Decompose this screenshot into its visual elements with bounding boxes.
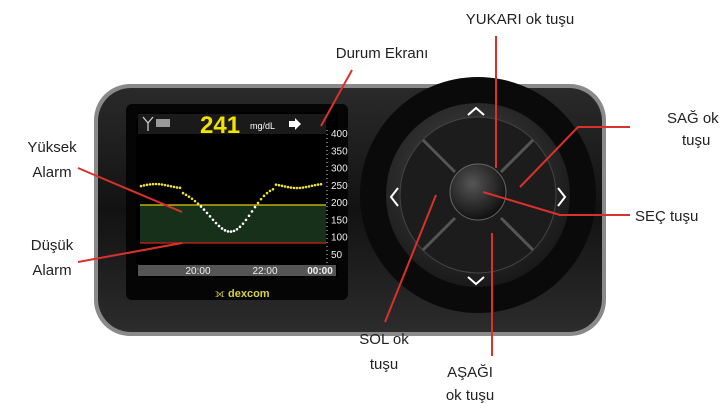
trend-dot [254,206,257,209]
scale-label: 200 [331,198,348,209]
trend-dot [185,194,188,197]
glucose-reading: 241 [200,112,240,139]
trend-dot [218,225,221,228]
scale-label: 250 [331,181,348,192]
trend-dot [239,226,242,229]
trend-dot [281,185,284,188]
scale-label: 50 [331,250,343,261]
trend-dot [284,185,287,188]
trend-dot [305,186,308,189]
trend-dot [290,186,293,189]
trend-dot [230,230,233,233]
diagram: 241 mg/dL 20:00 22:00 00:00 400 350 300 250… [0,0,725,411]
trend-dot [299,187,302,190]
trend-dot [248,214,251,217]
label: SOL ok [359,331,409,348]
trend-dot [152,183,155,186]
trend-dot [272,188,275,191]
trend-dot [227,230,230,233]
trend-dot [317,183,320,186]
trend-dot [260,198,263,201]
trend-dot [179,187,182,190]
trend-dot [140,185,143,188]
trend-dot [173,186,176,189]
trend-dot [212,218,215,221]
trend-dot [224,229,227,232]
trend-dot [263,195,266,198]
brand-logo-icon: ⟗ [215,288,225,300]
trend-dot [308,185,311,188]
scale-label: 300 [331,164,348,175]
trend-dot [146,184,149,187]
trend-dot [257,202,260,205]
trend-dot [143,184,146,187]
scale-label: 400 [331,129,348,140]
trend-dot [320,183,323,186]
label: SEÇ tuşu [635,208,698,225]
trend-dot [209,215,212,218]
trend-dot [170,185,173,188]
time-label: 00:00 [307,266,333,277]
select-button[interactable] [450,164,506,220]
trend-dot [236,228,239,231]
trend-dot [278,184,281,187]
trend-dot [287,186,290,189]
label: Alarm [32,164,71,181]
trend-dot [194,200,197,203]
label: SAĞ ok [667,110,719,127]
trend-dot [158,183,161,186]
label: Alarm [32,262,71,279]
trend-dot [314,184,317,187]
label: Yüksek [27,139,77,156]
trend-dot [191,198,194,201]
target-zone [140,205,326,243]
trend-dot [233,230,236,233]
trend-dot [206,212,209,215]
label: YUKARI ok tuşu [466,11,574,28]
trend-dot [167,184,170,187]
trend-dot [155,183,158,186]
trend-dot [164,184,167,187]
trend-dot [182,192,185,195]
trend-dot [161,183,164,186]
trend-dot [266,192,269,195]
battery-icon [156,119,170,127]
label: tuşu [682,132,710,149]
trend-dot [251,210,254,213]
trend-dot [197,202,200,205]
label: Durum Ekranı [336,45,429,62]
trend-dot [245,219,248,222]
trend-dot [188,195,191,198]
trend-dot [296,187,299,190]
scale-label: 150 [331,215,348,226]
trend-dot [275,183,278,186]
trend-dot [221,227,224,230]
time-label: 22:00 [252,266,277,277]
time-label: 20:00 [185,266,210,277]
trend-dot [269,190,272,193]
scale-label: 350 [331,146,348,157]
trend-dot [203,208,206,211]
label: ok tuşu [446,387,494,404]
trend-dot [242,222,245,225]
trend-dot [311,184,314,187]
brand: dexcom [228,288,270,300]
label: AŞAĞI [447,364,493,381]
trend-dot [215,222,218,225]
trend-dot [200,205,203,208]
scale-label: 100 [331,233,348,244]
glucose-unit: mg/dL [250,121,275,131]
trend-dot [176,186,179,189]
trend-dot [293,187,296,190]
trend-dot [302,186,305,189]
label: tuşu [370,356,398,373]
label: Düşük [31,237,74,254]
trend-dot [149,183,152,186]
